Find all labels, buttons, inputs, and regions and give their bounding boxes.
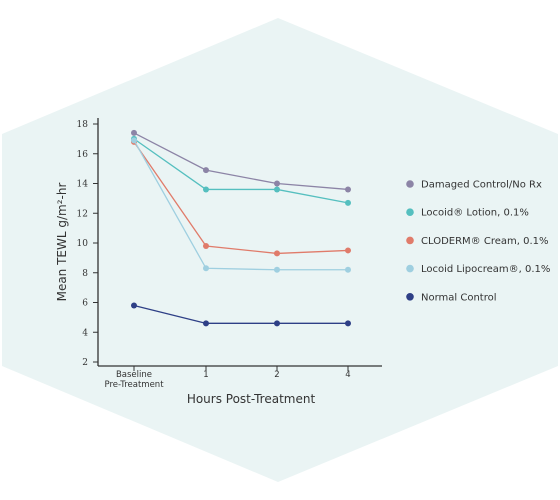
- data-point: [274, 250, 280, 257]
- legend-label: CLODERM® Cream, 0.1%: [421, 236, 549, 247]
- legend-item: Normal Control: [406, 292, 497, 303]
- y-tick-label: 14: [77, 180, 89, 190]
- data-point: [203, 167, 209, 174]
- legend-item: CLODERM® Cream, 0.1%: [406, 236, 549, 247]
- y-tick-label: 6: [82, 299, 88, 309]
- data-point: [345, 199, 351, 206]
- axes: [97, 118, 382, 367]
- data-point: [131, 302, 137, 309]
- data-point: [274, 320, 280, 327]
- legend-marker: [406, 293, 414, 301]
- legend-label: Locoid® Lotion, 0.1%: [421, 208, 529, 219]
- series-line: [133, 140, 348, 271]
- series-3: [131, 137, 351, 273]
- data-point: [345, 320, 351, 327]
- y-ticks: 2 4 6 8 10 12 14 16 18: [77, 120, 98, 368]
- x-tick-label: 1: [203, 370, 208, 380]
- x-tick-label: 2: [274, 370, 279, 380]
- series-1: [131, 135, 351, 206]
- legend-marker: [406, 180, 414, 188]
- y-tick-label: 8: [82, 269, 88, 279]
- x-axis-title: Hours Post-Treatment: [187, 392, 316, 406]
- series-line: [133, 132, 349, 191]
- data-point: [203, 242, 209, 249]
- data-point: [274, 180, 280, 187]
- legend-item: Locoid® Lotion, 0.1%: [406, 208, 529, 219]
- data-point: [131, 129, 137, 136]
- y-tick-label: 2: [82, 358, 88, 368]
- x-tick-label: 4: [345, 370, 350, 380]
- x-categories: Baseline Pre-Treatment 1 2 4: [104, 366, 351, 390]
- data-point: [274, 266, 280, 273]
- series-0: [131, 129, 351, 193]
- series-line: [133, 304, 348, 324]
- y-tick-label: 12: [77, 209, 88, 219]
- legend-marker: [406, 208, 414, 216]
- data-point: [203, 265, 209, 272]
- y-axis-title: Mean TEWL g/m²-hr: [55, 183, 69, 302]
- legend-label: Locoid Lipocream®, 0.1%: [421, 264, 550, 275]
- legend-label: Normal Control: [421, 292, 497, 303]
- y-tick-label: 4: [82, 328, 88, 338]
- data-point: [131, 137, 137, 144]
- legend-item: Damaged Control/No Rx: [406, 180, 542, 191]
- data-point: [345, 247, 351, 254]
- legend-item: Locoid Lipocream®, 0.1%: [406, 264, 550, 275]
- series-line: [133, 141, 349, 255]
- y-tick-label: 18: [77, 120, 89, 130]
- data-point: [274, 186, 280, 193]
- legend-label: Damaged Control/No Rx: [421, 180, 542, 191]
- legend-marker: [406, 264, 414, 273]
- series-line: [133, 138, 349, 204]
- y-tick-label: 10: [77, 239, 89, 249]
- y-tick-label: 16: [77, 150, 89, 160]
- data-point: [345, 186, 351, 193]
- legend-marker: [406, 236, 414, 245]
- data-point: [345, 266, 351, 273]
- data-point: [203, 186, 209, 193]
- x-tick-label: Baseline Pre-Treatment: [104, 370, 164, 390]
- series-4: [131, 302, 351, 327]
- series-lines: [131, 129, 351, 327]
- legend: Damaged Control/No Rx Locoid® Lotion, 0.1…: [406, 180, 550, 303]
- data-point: [203, 320, 209, 327]
